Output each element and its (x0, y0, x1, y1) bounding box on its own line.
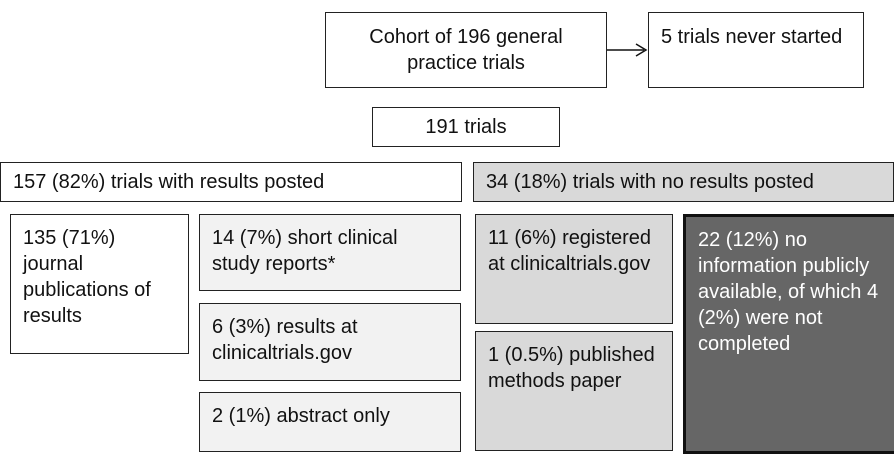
arrows (607, 43, 648, 57)
results-posted-box: 157 (82%) trials with results posted (0, 162, 462, 202)
arrow-head (635, 43, 648, 57)
ct-results-box: 6 (3%) results at clinicaltrials.gov (199, 303, 461, 381)
trials-box: 191 trials (372, 107, 560, 147)
short-reports-box: 14 (7%) short clinical study reports* (199, 214, 461, 291)
cohort-box: Cohort of 196 general practice trials (325, 12, 607, 88)
abstract-box: 2 (1%) abstract only (199, 392, 461, 452)
journal-box: 135 (71%) journal publications of result… (10, 214, 189, 354)
never-started-box: 5 trials never started (648, 12, 864, 88)
flowchart: Cohort of 196 general practice trials 5 … (0, 12, 894, 454)
no-results-box: 34 (18%) trials with no results posted (473, 162, 894, 202)
registered-box: 11 (6%) registered at clinicaltrials.gov (475, 214, 673, 324)
methods-box: 1 (0.5%) published methods paper (475, 331, 673, 451)
no-info-box: 22 (12%) no information publicly availab… (683, 214, 894, 454)
